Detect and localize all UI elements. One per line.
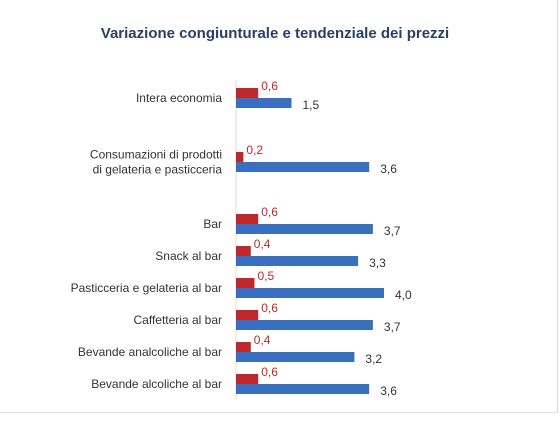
value-label-blue: 3,6 <box>380 384 397 398</box>
bar-blue <box>236 98 292 108</box>
value-label-blue: 3,6 <box>380 162 397 176</box>
bar-blue <box>236 352 355 362</box>
value-label-red: 0,6 <box>261 79 278 93</box>
bar-red <box>236 342 251 352</box>
bar-blue <box>236 288 384 298</box>
value-label-blue: 1,5 <box>303 98 320 112</box>
value-label-red: 0,2 <box>246 143 263 157</box>
value-label-red: 0,6 <box>261 301 278 315</box>
category-label: Caffetteria al bar <box>134 313 223 327</box>
bar-red <box>236 214 259 224</box>
category-label: Intera economia <box>136 91 222 105</box>
bar-blue <box>236 320 373 330</box>
category-label: Bar <box>203 217 222 231</box>
category-label: Bevande alcoliche al bar <box>91 377 222 391</box>
bar-red <box>236 374 259 384</box>
bar-red <box>236 310 259 320</box>
chart-frame <box>0 0 558 413</box>
value-label-red: 0,6 <box>261 365 278 379</box>
value-label-red: 0,5 <box>258 269 275 283</box>
bar-blue <box>236 224 373 234</box>
value-label-red: 0,4 <box>254 237 271 251</box>
value-label-blue: 3,3 <box>369 256 386 270</box>
bars-group: Intera economia 0,6 1,5 Consumazioni di pro… <box>71 79 412 398</box>
category-label: Consumazioni di prodotti <box>90 148 222 162</box>
bar-red <box>236 152 244 162</box>
value-label-blue: 3,7 <box>384 224 401 238</box>
bar-blue <box>236 162 370 172</box>
value-label-red: 0,6 <box>261 205 278 219</box>
bar-blue <box>236 256 359 266</box>
bar-red <box>236 88 259 98</box>
value-label-blue: 4,0 <box>395 288 412 302</box>
bar-blue <box>236 384 370 394</box>
value-label-blue: 3,2 <box>365 352 382 366</box>
category-label: di gelateria e pasticceria <box>93 163 223 177</box>
value-label-blue: 3,7 <box>384 320 401 334</box>
bar-red <box>236 246 251 256</box>
chart-title: Variazione congiunturale e tendenziale d… <box>101 25 449 42</box>
value-label-red: 0,4 <box>254 333 271 347</box>
category-label: Pasticceria e gelateria al bar <box>71 281 222 295</box>
category-label: Snack al bar <box>155 249 222 263</box>
category-label: Bevande analcoliche al bar <box>78 345 222 359</box>
bar-red <box>236 278 255 288</box>
